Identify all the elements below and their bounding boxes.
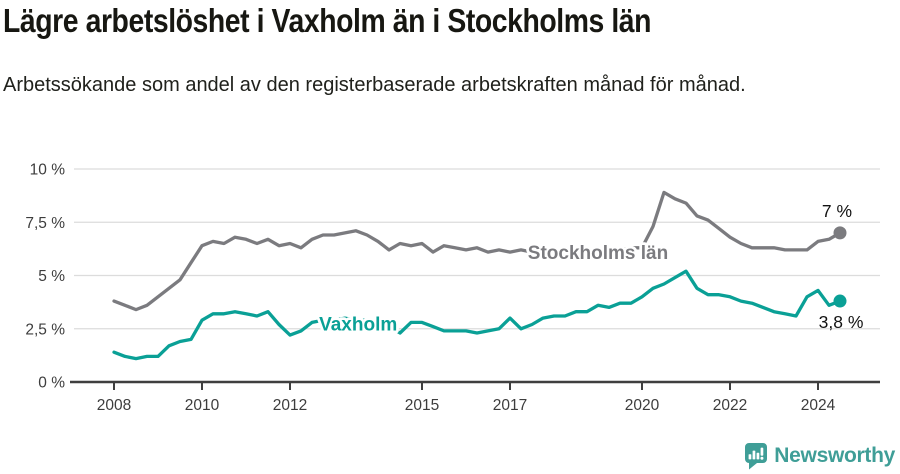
series-label-vaxholm: Vaxholm [319,314,397,335]
newsworthy-logo-text: Newsworthy [774,444,895,467]
y-axis-tick-label: 10 % [30,162,66,179]
x-axis-tick-label: 2012 [273,397,307,414]
x-axis-tick-label: 2017 [493,397,527,414]
x-axis-tick-label: 2020 [625,397,660,414]
series-line-vaxholm [112,269,842,361]
x-axis-tick-label: 2022 [713,397,747,414]
x-axis-tick-label: 2015 [405,397,439,414]
y-axis-tick-label: 5 % [38,268,65,285]
series-end-value-vaxholm: 3,8 % [819,312,864,332]
y-axis-tick-label: 7,5 % [25,215,65,232]
y-axis-tick-label: 2,5 % [25,321,65,338]
newsworthy-logo: Newsworthy [744,442,895,470]
series-label-stockholms-lan: Stockholms län [528,243,668,264]
x-axis-tick-label: 2010 [185,397,220,414]
chart-plot: 0 % 2,5 % 5 % 7,5 % 10 % 2008 2010 2012 2015 2017… [25,162,880,414]
chart-title: Lägre arbetslöshet i Vaxholm än i Stockh… [3,2,652,39]
x-axis-tick-label: 2008 [97,397,131,414]
series-end-dot-stockholms-lan [833,226,847,240]
x-axis-tick-label: 2024 [801,397,836,414]
bar-chart-speech-bubble-icon [745,443,768,470]
y-axis-tick-label: 0 % [38,375,65,392]
chart-subtitle: Arbetssökande som andel av den registerb… [3,74,746,96]
series-end-value-stockholms-lan: 7 % [822,201,852,221]
series-line-stockholms-lan [112,190,842,312]
series-end-dot-vaxholm [833,294,847,308]
